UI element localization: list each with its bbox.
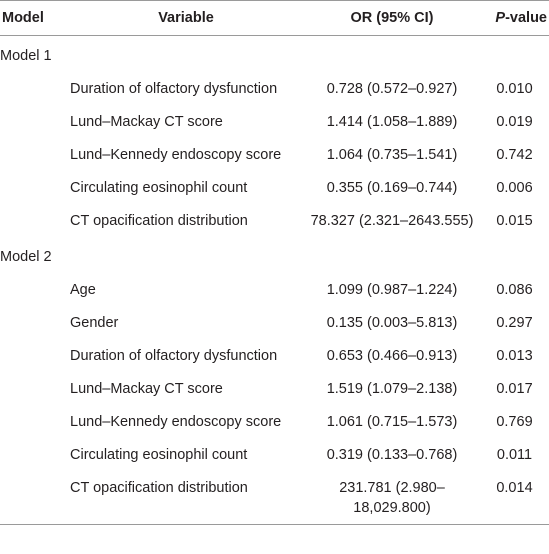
p-value-cell: 0.010 xyxy=(496,81,533,97)
or-cell: 231.781 (2.980–18,029.800) xyxy=(304,471,480,525)
spacer-cell xyxy=(0,105,68,138)
data-row: Lund–Kennedy endoscopy score 1.064 (0.735… xyxy=(0,138,549,171)
variable-cell: Lund–Kennedy endoscopy score xyxy=(70,147,282,163)
variable-cell: Lund–Kennedy endoscopy score xyxy=(70,414,282,430)
variable-cell: CT opacification distribution xyxy=(70,213,248,229)
data-row: CT opacification distribution 231.781 (2.… xyxy=(0,471,549,525)
data-row: Gender 0.135 (0.003–5.813) 0.297 xyxy=(0,306,549,339)
data-row: Lund–Mackay CT score 1.519 (1.079–2.138) 0… xyxy=(0,372,549,405)
data-row: Circulating eosinophil count 0.355 (0.169… xyxy=(0,171,549,204)
p-value-cell: 0.011 xyxy=(496,447,533,463)
variable-cell: Lund–Mackay CT score xyxy=(70,381,223,397)
spacer-cell xyxy=(0,438,68,471)
spacer-cell xyxy=(0,204,68,237)
or-cell: 0.135 (0.003–5.813) xyxy=(326,315,458,331)
p-value-cell: 0.769 xyxy=(496,414,533,430)
p-value-cell: 0.014 xyxy=(480,471,549,525)
variable-cell: Duration of olfactory dysfunction xyxy=(70,348,278,364)
or-cell: 0.653 (0.466–0.913) xyxy=(326,348,458,364)
or-cell: 1.519 (1.079–2.138) xyxy=(326,381,458,397)
or-cell: 1.099 (0.987–1.224) xyxy=(326,282,458,298)
p-value-cell: 0.086 xyxy=(496,282,533,298)
data-row: Duration of olfactory dysfunction 0.728 (… xyxy=(0,72,549,105)
variable-cell: Circulating eosinophil count xyxy=(70,180,248,196)
or-cell: 1.061 (0.715–1.573) xyxy=(326,414,458,430)
group-label: Model 2 xyxy=(0,249,52,265)
variable-cell: Lund–Mackay CT score xyxy=(70,114,223,130)
table-body: Model 1 Duration of olfactory dysfunction… xyxy=(0,36,549,525)
data-row: CT opacification distribution 78.327 (2.3… xyxy=(0,204,549,237)
spacer-cell xyxy=(0,138,68,171)
variable-cell: Age xyxy=(70,282,96,298)
spacer-cell xyxy=(0,306,68,339)
p-value-cell: 0.742 xyxy=(496,147,533,163)
spacer-cell xyxy=(0,72,68,105)
data-row: Age 1.099 (0.987–1.224) 0.086 xyxy=(0,273,549,306)
variable-cell: Circulating eosinophil count xyxy=(70,447,248,463)
header-cell: Variable xyxy=(68,0,304,36)
spacer-cell xyxy=(0,339,68,372)
p-value-cell: 0.297 xyxy=(496,315,533,331)
results-table: Model Variable OR (95% CI) P-value Model… xyxy=(0,0,549,525)
p-value-cell: 0.019 xyxy=(496,114,533,130)
or-cell: 78.327 (2.321–2643.555) xyxy=(310,213,474,229)
header-cell: P-value xyxy=(480,0,549,36)
spacer-cell xyxy=(0,471,68,525)
or-cell: 1.414 (1.058–1.889) xyxy=(326,114,458,130)
p-value-cell: 0.006 xyxy=(496,180,533,196)
variable-cell: Duration of olfactory dysfunction xyxy=(70,81,278,97)
or-cell: 0.355 (0.169–0.744) xyxy=(326,180,458,196)
or-cell: 0.319 (0.133–0.768) xyxy=(326,447,458,463)
p-value-cell: 0.015 xyxy=(496,213,533,229)
spacer-cell xyxy=(0,171,68,204)
group-row: Model 1 xyxy=(0,36,549,73)
group-row: Model 2 xyxy=(0,237,549,273)
header-cell: Model xyxy=(0,0,68,36)
data-row: Duration of olfactory dysfunction 0.653 (… xyxy=(0,339,549,372)
variable-cell: Gender xyxy=(70,315,119,331)
data-row: Lund–Kennedy endoscopy score 1.061 (0.715… xyxy=(0,405,549,438)
p-value-cell: 0.013 xyxy=(496,348,533,364)
spacer-cell xyxy=(0,405,68,438)
variable-cell: CT opacification distribution xyxy=(68,471,304,525)
or-cell: 1.064 (0.735–1.541) xyxy=(326,147,458,163)
header-row: Model Variable OR (95% CI) P-value xyxy=(0,0,549,36)
spacer-cell xyxy=(0,372,68,405)
header-cell: OR (95% CI) xyxy=(304,0,480,36)
group-label: Model 1 xyxy=(0,48,52,64)
data-row: Circulating eosinophil count 0.319 (0.133… xyxy=(0,438,549,471)
data-row: Lund–Mackay CT score 1.414 (1.058–1.889) 0… xyxy=(0,105,549,138)
p-value-cell: 0.017 xyxy=(496,381,533,397)
spacer-cell xyxy=(0,273,68,306)
or-cell: 0.728 (0.572–0.927) xyxy=(326,81,458,97)
